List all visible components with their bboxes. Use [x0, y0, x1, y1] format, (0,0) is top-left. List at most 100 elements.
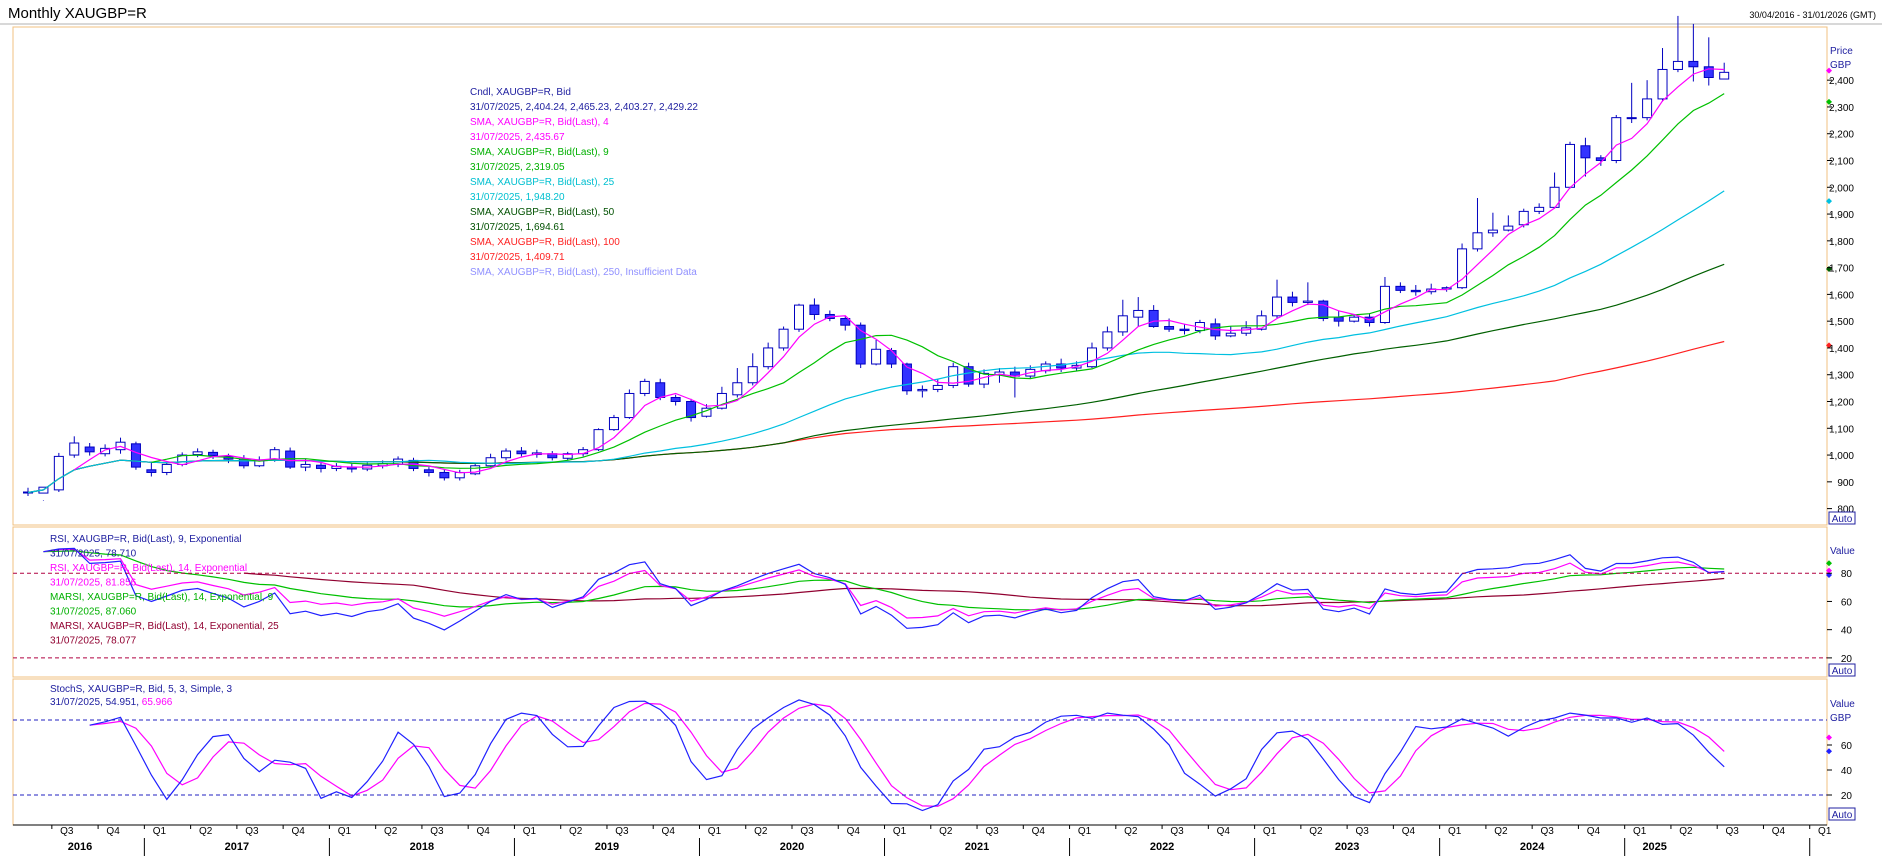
quarter-label: Q2: [199, 826, 213, 837]
candle-body-down: [1395, 285, 1406, 291]
candle-body-down: [963, 366, 974, 385]
candle: [1133, 297, 1144, 327]
price-legend-line: SMA, XAUGBP=R, Bid(Last), 250, Insuffici…: [470, 267, 697, 278]
stoch-auto-button[interactable]: Auto: [1828, 807, 1856, 821]
candle-body-up: [1487, 229, 1498, 234]
candle: [1642, 80, 1653, 121]
candle-body-down: [670, 396, 681, 403]
price-legend-line: SMA, XAUGBP=R, Bid(Last), 50: [470, 207, 615, 218]
candle-body-up: [1349, 316, 1360, 322]
quarter-label: Q3: [985, 826, 999, 837]
quarter-label: Q1: [1633, 826, 1647, 837]
candle: [315, 461, 326, 473]
quarter-label: Q4: [1772, 826, 1786, 837]
candle: [1349, 314, 1360, 323]
candle: [1503, 215, 1514, 232]
year-label: 2022: [1150, 841, 1174, 853]
quarter-label: Q3: [245, 826, 259, 837]
candle-body-up: [932, 384, 943, 390]
candle-body-up: [608, 417, 619, 431]
rsi-auto-button[interactable]: Auto: [1828, 663, 1856, 677]
candle: [1565, 141, 1575, 189]
price-axis-title: Price: [1830, 46, 1853, 57]
candle-body-down: [1056, 363, 1067, 369]
quarter-label: Q4: [1587, 826, 1601, 837]
marsi25-line: [243, 572, 1725, 607]
stoch-legend-d: 65.966: [142, 697, 173, 708]
year-label: 2017: [225, 841, 249, 853]
quarter-label: Q4: [477, 826, 491, 837]
candle-body-down: [855, 324, 866, 365]
sma50-line: [27, 263, 1725, 494]
rsi-axis-title: Value: [1830, 546, 1855, 557]
candle: [1703, 37, 1714, 86]
candle-body-down: [146, 469, 157, 473]
price-legend-line: SMA, XAUGBP=R, Bid(Last), 9: [470, 147, 609, 158]
stoch-tick-label: 40: [1841, 766, 1853, 777]
candle: [1040, 361, 1051, 374]
candle: [932, 378, 943, 393]
stoch-tick-label: 60: [1841, 741, 1853, 752]
candle-body-up: [1302, 300, 1313, 303]
year-label: 2025: [1642, 841, 1666, 853]
price-legend-line: 31/07/2025, 2,404.24, 2,465.23, 2,403.27…: [470, 102, 698, 113]
rsi-tick-label: 80: [1841, 569, 1853, 580]
rsi-tick-label: 20: [1841, 654, 1853, 665]
candle-body-up: [1611, 117, 1622, 161]
candle-body-down: [886, 350, 897, 365]
candle: [208, 449, 219, 460]
quarter-label: Q2: [569, 826, 583, 837]
candle-body-down: [686, 401, 697, 419]
price-tick-label: 800: [1837, 505, 1854, 516]
candle: [778, 326, 789, 351]
candle: [1688, 23, 1699, 82]
price-auto-button[interactable]: Auto: [1828, 511, 1856, 525]
candle: [1379, 276, 1390, 324]
candle-body-down: [655, 382, 666, 398]
rsi-legend-line: RSI, XAUGBP=R, Bid(Last), 9, Exponential: [50, 534, 241, 545]
candle-body-up: [1472, 232, 1483, 250]
price-tick-label: 1,100: [1829, 424, 1854, 435]
price-tick-label: 2,400: [1829, 76, 1854, 87]
candle: [871, 339, 882, 366]
candle: [547, 451, 558, 461]
candle: [53, 452, 64, 493]
candle-body-down: [809, 304, 820, 315]
candle-body-up: [639, 380, 650, 394]
quarter-label: Q3: [1355, 826, 1369, 837]
candle-body-down: [130, 443, 141, 468]
stoch-k-last-marker: [1826, 748, 1832, 755]
candle: [84, 443, 95, 456]
candle: [1595, 155, 1606, 166]
quarter-label: Q2: [1494, 826, 1508, 837]
candle-body-down: [423, 469, 434, 473]
candle-body-up: [747, 366, 758, 384]
quarter-label: Q3: [430, 826, 444, 837]
candle: [1241, 321, 1252, 336]
stoch-legend-title: StochS, XAUGBP=R, Bid, 5, 3, Simple, 3: [50, 684, 232, 695]
candle-body-up: [53, 455, 64, 491]
candle-body-up: [192, 451, 203, 456]
stoch-panel-frame: [12, 678, 1828, 826]
candle: [485, 453, 496, 468]
rsi-legend-line: 31/07/2025, 87.060: [50, 607, 137, 618]
price-tick-label: 1,500: [1829, 317, 1854, 328]
rsi-panel-frame: [12, 526, 1828, 678]
quarter-label: Q1: [893, 826, 907, 837]
candle: [516, 447, 527, 457]
candle: [1148, 305, 1159, 328]
rsi9-line: [43, 547, 1725, 631]
candle: [1410, 285, 1421, 296]
candle-body-down: [84, 446, 95, 453]
quarter-label: Q4: [1032, 826, 1046, 837]
candle: [146, 461, 157, 477]
candle: [470, 463, 481, 476]
rsi-tick-label: 40: [1841, 626, 1853, 637]
year-label: 2019: [595, 841, 619, 853]
rsi-legend-line: MARSI, XAUGBP=R, Bid(Last), 14, Exponent…: [50, 621, 279, 632]
stoch-auto-label: Auto: [1832, 810, 1853, 821]
price-auto-label: Auto: [1832, 514, 1853, 525]
candle-body-up: [917, 388, 928, 392]
candle: [824, 310, 835, 322]
